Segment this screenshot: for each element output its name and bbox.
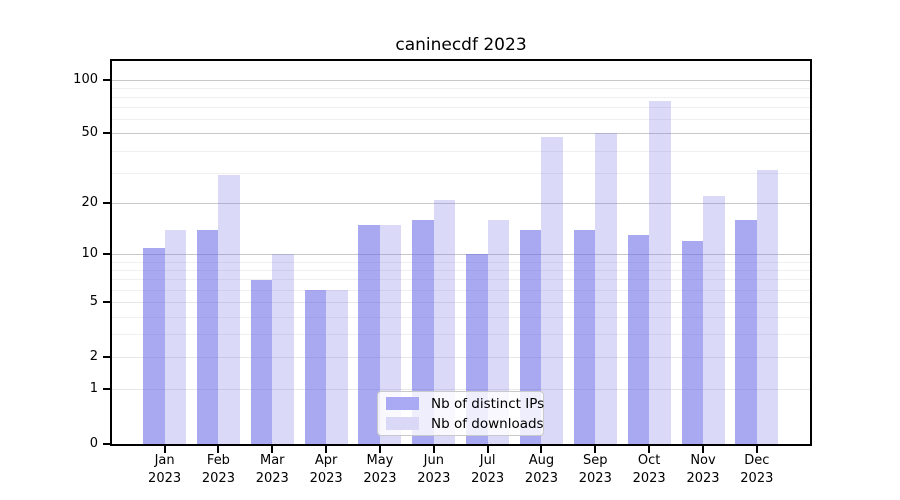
x-tick-aug-2023: [540, 445, 543, 453]
x-tick-label-mar-2023: Mar 2023: [255, 453, 289, 486]
bar-downloads-nov-2023: [703, 196, 725, 444]
gridline-y-20: [112, 203, 810, 205]
bar-ips-oct-2023: [627, 235, 650, 444]
bar-ips-aug-2023: [519, 229, 542, 444]
bar-downloads-oct-2023: [649, 100, 671, 444]
bar-ips-may-2023: [358, 224, 380, 444]
y-tick-0: [103, 442, 110, 445]
y-tick-100: [103, 78, 110, 81]
bar-downloads-mar-2023: [272, 254, 294, 444]
gridline-y-4: [112, 316, 810, 318]
bar-ips-jan-2023: [143, 247, 165, 444]
y-tick-2: [103, 355, 110, 358]
bar-downloads-apr-2023: [326, 290, 348, 444]
y-tick-10: [103, 253, 110, 256]
y-tick-label-10: 10: [81, 246, 98, 262]
x-tick-label-nov-2023: Nov 2023: [686, 453, 720, 486]
x-tick-label-jan-2023: Jan 2023: [148, 453, 182, 486]
y-tick-label-0: 0: [89, 435, 98, 451]
bar-downloads-jan-2023: [164, 229, 187, 444]
bar-ips-apr-2023: [304, 290, 327, 444]
bar-ips-jun-2023: [412, 220, 434, 444]
bar-downloads-sep-2023: [595, 133, 617, 444]
gridline-y-7: [112, 279, 810, 281]
x-tick-label-jun-2023: Jun 2023: [417, 453, 451, 486]
bar-ips-feb-2023: [196, 229, 219, 444]
y-tick-5: [103, 301, 110, 304]
x-tick-sep-2023: [594, 445, 597, 453]
x-tick-label-aug-2023: Aug 2023: [524, 453, 559, 486]
plot-area: [110, 59, 812, 446]
bar-downloads-jun-2023: [433, 199, 456, 444]
downloads-swatch-icon: [386, 417, 419, 430]
x-tick-oct-2023: [648, 445, 651, 453]
legend: Nb of distinct IPs Nb of downloads: [377, 391, 544, 436]
x-tick-label-sep-2023: Sep 2023: [578, 453, 612, 486]
bar-downloads-aug-2023: [541, 136, 563, 444]
gridline-y-50: [112, 133, 810, 135]
x-tick-jun-2023: [432, 445, 435, 453]
bar-ips-mar-2023: [250, 279, 273, 444]
x-tick-jul-2023: [486, 445, 489, 453]
gridline-y-2: [112, 356, 810, 358]
gridline-y-8: [112, 270, 810, 272]
bar-downloads-feb-2023: [218, 175, 240, 444]
gridline-y-5: [112, 302, 810, 304]
legend-item-distinct-ips: Nb of distinct IPs: [386, 396, 544, 412]
gridline-y-90: [112, 87, 810, 89]
x-tick-mar-2023: [271, 445, 274, 453]
legend-label-downloads: Nb of downloads: [431, 415, 544, 432]
chart-title: caninecdf 2023: [395, 35, 527, 55]
gridline-y-3: [112, 334, 810, 336]
x-tick-dec-2023: [755, 445, 758, 453]
x-tick-may-2023: [378, 445, 381, 453]
y-tick-label-2: 2: [89, 348, 98, 364]
x-tick-label-oct-2023: Oct 2023: [632, 453, 666, 486]
bar-ips-sep-2023: [573, 229, 596, 444]
gridline-y-70: [112, 107, 810, 109]
y-tick-label-100: 100: [73, 71, 98, 87]
x-tick-label-dec-2023: Dec 2023: [740, 453, 774, 486]
gridline-y-30: [112, 172, 810, 174]
x-tick-label-feb-2023: Feb 2023: [201, 453, 235, 486]
y-tick-20: [103, 202, 110, 205]
x-tick-label-apr-2023: Apr 2023: [309, 453, 343, 486]
y-tick-50: [103, 132, 110, 135]
y-tick-label-5: 5: [89, 294, 98, 310]
bar-downloads-may-2023: [379, 224, 402, 444]
x-tick-label-jul-2023: Jul 2023: [471, 453, 505, 486]
gridline-y-100: [112, 79, 810, 81]
x-tick-feb-2023: [217, 445, 220, 453]
y-tick-label-1: 1: [89, 380, 98, 396]
x-tick-jan-2023: [163, 445, 166, 453]
gridline-y-6: [112, 290, 810, 292]
gridline-y-9: [112, 261, 810, 263]
bar-downloads-jul-2023: [487, 220, 510, 444]
gridline-y-1: [112, 388, 810, 390]
legend-label-distinct-ips: Nb of distinct IPs: [431, 395, 545, 412]
x-tick-nov-2023: [702, 445, 704, 453]
x-tick-apr-2023: [325, 445, 328, 453]
gridline-y-40: [112, 150, 810, 152]
bar-ips-dec-2023: [735, 220, 757, 444]
gridline-y-10: [112, 254, 810, 256]
x-tick-label-may-2023: May 2023: [363, 453, 397, 486]
bar-downloads-dec-2023: [756, 170, 779, 444]
y-tick-label-50: 50: [81, 125, 98, 141]
legend-item-downloads: Nb of downloads: [386, 416, 544, 432]
y-tick-1: [103, 387, 110, 390]
bar-ips-nov-2023: [681, 241, 703, 444]
distinct-ips-swatch-icon: [386, 397, 419, 410]
gridline-y-80: [112, 96, 810, 98]
y-tick-label-20: 20: [81, 195, 98, 211]
gridline-y-60: [112, 119, 810, 121]
